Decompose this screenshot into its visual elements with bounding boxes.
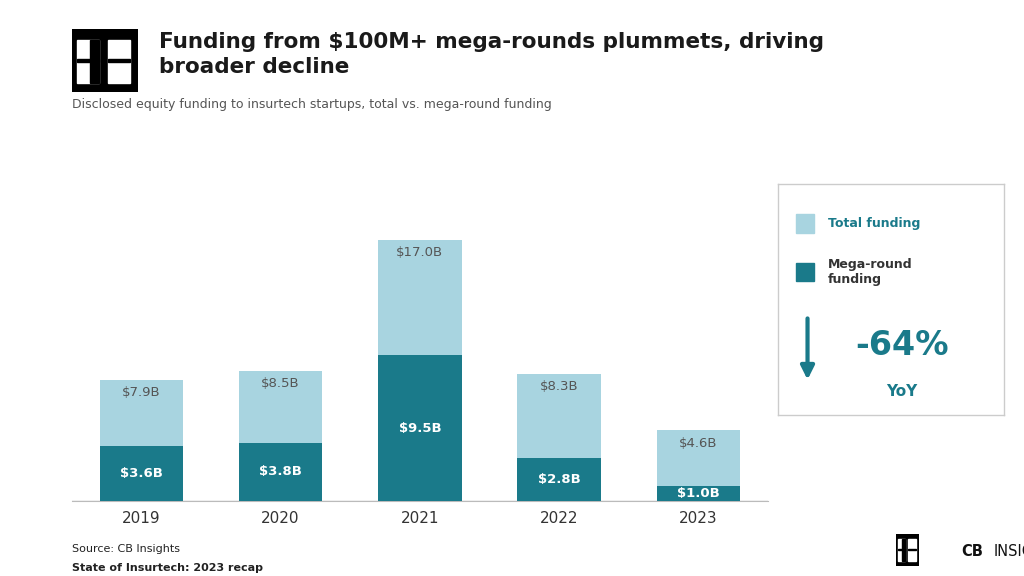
Bar <box>99 446 183 501</box>
Text: $3.6B: $3.6B <box>120 467 163 480</box>
Text: -64%: -64% <box>855 329 949 362</box>
Bar <box>109 59 130 62</box>
Text: Disclosed equity funding to insurtech startups, total vs. mega-round funding: Disclosed equity funding to insurtech st… <box>72 98 552 111</box>
Text: State of Insurtech: 2023 recap: State of Insurtech: 2023 recap <box>72 563 263 573</box>
Bar <box>90 40 99 83</box>
Bar <box>99 380 183 501</box>
Bar <box>109 40 130 83</box>
Text: Funding from $100M+ mega-rounds plummets, driving
broader decline: Funding from $100M+ mega-rounds plummets… <box>159 32 823 77</box>
Bar <box>656 486 740 501</box>
Bar <box>378 240 462 501</box>
Bar <box>378 355 462 501</box>
Bar <box>898 539 905 561</box>
Bar <box>797 263 814 281</box>
Text: $1.0B: $1.0B <box>677 487 720 500</box>
Bar <box>239 370 323 501</box>
Text: $8.5B: $8.5B <box>261 377 300 390</box>
Text: $4.6B: $4.6B <box>679 437 718 450</box>
Text: $9.5B: $9.5B <box>398 422 441 435</box>
Bar <box>898 549 905 551</box>
Text: YoY: YoY <box>887 384 918 399</box>
Bar <box>902 539 905 561</box>
Bar <box>908 549 915 551</box>
Text: Mega-round
funding: Mega-round funding <box>827 258 912 286</box>
Text: $2.8B: $2.8B <box>538 473 581 486</box>
Text: Total funding: Total funding <box>827 217 921 230</box>
Bar <box>239 443 323 501</box>
Bar <box>77 40 99 83</box>
Bar <box>908 539 915 561</box>
Bar <box>517 458 601 501</box>
Text: CB: CB <box>962 544 983 559</box>
Text: $3.8B: $3.8B <box>259 465 302 479</box>
Bar <box>517 374 601 501</box>
Bar <box>77 59 99 62</box>
Text: $8.3B: $8.3B <box>540 380 579 393</box>
Text: $17.0B: $17.0B <box>396 246 443 259</box>
Text: $7.9B: $7.9B <box>122 386 161 399</box>
Text: INSIGHTS: INSIGHTS <box>993 544 1024 559</box>
Text: Source: CB Insights: Source: CB Insights <box>72 544 179 554</box>
Bar <box>797 214 814 233</box>
Bar <box>656 430 740 501</box>
